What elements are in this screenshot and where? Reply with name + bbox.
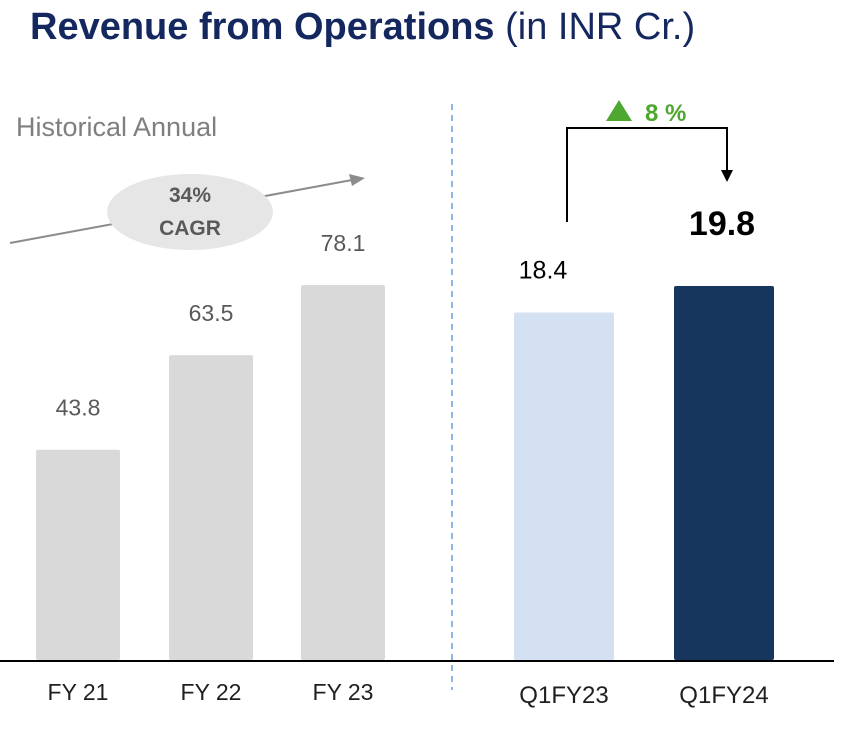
title-main: Revenue from Operations <box>30 6 495 48</box>
page-title: Revenue from Operations (in INR Cr.) <box>30 6 695 49</box>
tick-label-q1fy24: Q1FY24 <box>679 682 768 709</box>
growth-connector-arrowhead <box>721 170 733 182</box>
title-unit: (in INR Cr.) <box>505 6 696 48</box>
growth-label: 8 % <box>645 100 686 127</box>
value-label-fy22: 63.5 <box>189 300 234 326</box>
bar-q1fy24 <box>674 286 774 660</box>
annual-section-label: Historical Annual <box>16 112 218 142</box>
bar-fy21 <box>36 449 120 660</box>
value-label-fy23: 78.1 <box>321 230 366 256</box>
cagr-label: CAGR <box>159 217 221 240</box>
tick-label-fy23: FY 23 <box>313 679 374 705</box>
bar-q1fy23 <box>514 312 614 660</box>
value-label-q1fy24: 19.8 <box>689 205 755 243</box>
cagr-value: 34% <box>169 184 211 207</box>
tick-label-fy22: FY 22 <box>181 679 242 705</box>
value-label-fy21: 43.8 <box>56 395 101 421</box>
bar-fy23 <box>301 285 385 660</box>
tick-label-q1fy23: Q1FY23 <box>519 682 608 709</box>
cagr-bubble <box>107 174 273 250</box>
growth-up-icon <box>606 100 632 121</box>
growth-connector <box>566 127 728 222</box>
value-label-q1fy23: 18.4 <box>519 256 568 284</box>
cagr-arrow-head <box>349 174 365 186</box>
tick-label-fy21: FY 21 <box>48 679 109 705</box>
bar-fy22 <box>169 355 253 660</box>
